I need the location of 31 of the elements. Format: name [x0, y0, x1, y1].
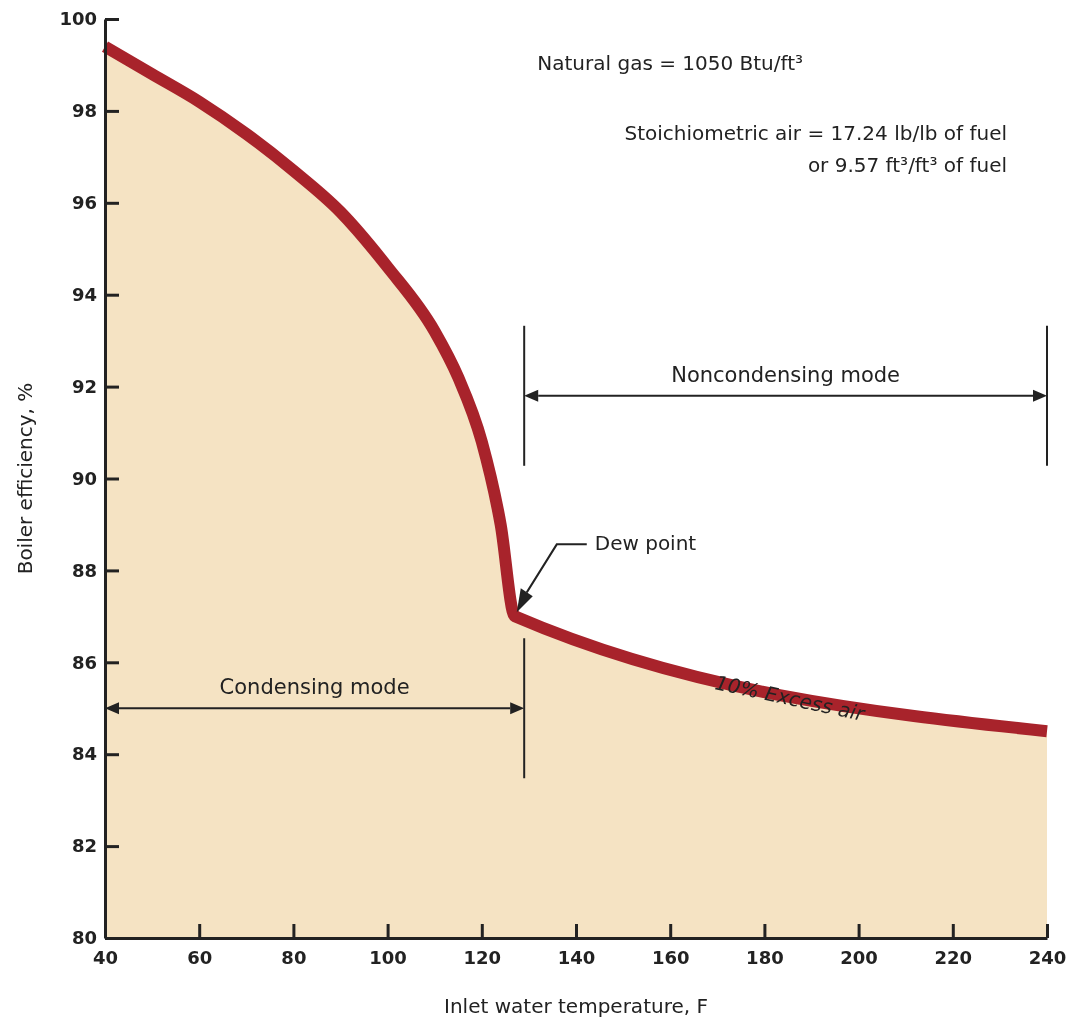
y-tick-label: 88	[71, 559, 97, 581]
y-tick-label: 96	[71, 192, 97, 214]
y-tick-label: 94	[71, 283, 97, 305]
y-tick-label: 90	[71, 467, 97, 489]
x-axis-title: Inlet water temperature, F	[444, 994, 708, 1018]
annotation: Natural gas = 1050 Btu/ft³	[537, 51, 804, 75]
y-tick-label: 84	[71, 743, 97, 765]
annotation: or 9.57 ft³/ft³ of fuel	[807, 153, 1007, 177]
y-tick-label: 82	[71, 835, 97, 857]
x-tick-label: 220	[934, 947, 973, 969]
y-axis-title: Boiler efficiency, %	[13, 382, 37, 575]
annotation: Noncondensing mode	[671, 362, 900, 387]
x-tick-label: 60	[187, 947, 213, 969]
x-tick-label: 80	[281, 947, 307, 969]
y-tick-label: 86	[71, 651, 97, 673]
annotation: Dew point	[594, 530, 697, 555]
x-tick-label: 40	[92, 947, 119, 969]
x-tick-label: 160	[651, 947, 690, 969]
x-tick-label: 140	[557, 947, 596, 969]
y-tick-label: 100	[59, 8, 97, 30]
annotation: Condensing mode	[219, 675, 410, 700]
x-tick-label: 100	[369, 947, 407, 969]
x-tick-label: 180	[746, 947, 784, 969]
x-tick-label: 240	[1028, 947, 1067, 969]
x-tick-label: 120	[463, 947, 502, 969]
y-tick-label: 92	[71, 375, 97, 397]
annotation: Stoichiometric air = 17.24 lb/lb of fuel	[624, 121, 1007, 145]
y-tick-label: 80	[71, 927, 97, 949]
y-tick-label: 98	[71, 100, 97, 122]
series-label: 10% Excess air	[713, 670, 869, 727]
x-tick-label: 200	[840, 947, 878, 969]
